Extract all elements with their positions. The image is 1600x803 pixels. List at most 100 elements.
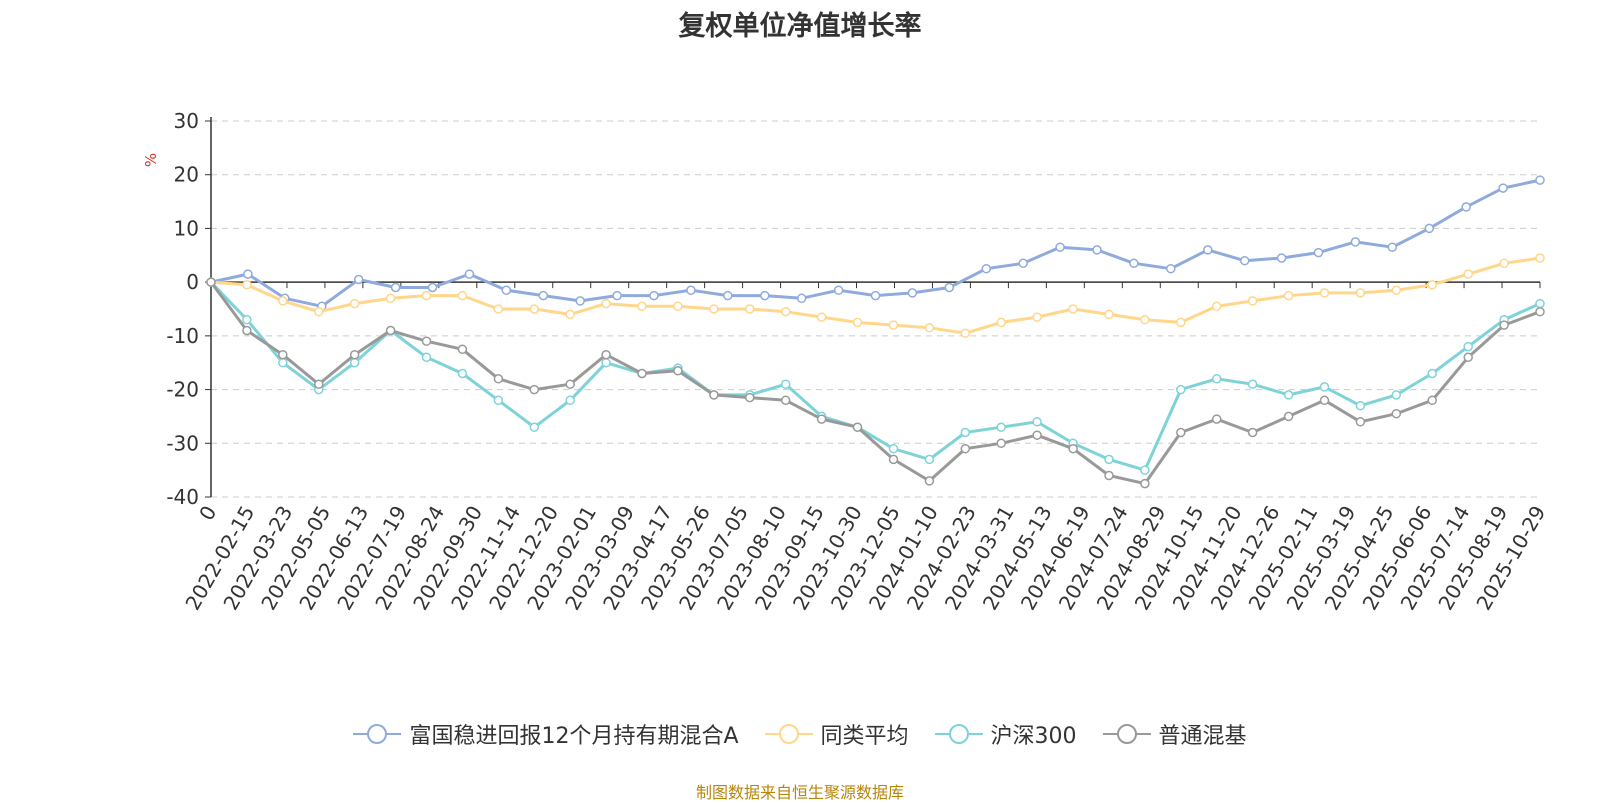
- data-point: [601, 349, 611, 360]
- data-point: [314, 379, 324, 389]
- data-point: [1319, 382, 1330, 392]
- data-point: [709, 304, 719, 314]
- data-point: [565, 395, 575, 406]
- data-point: [960, 443, 971, 454]
- data-point: [493, 374, 504, 384]
- data-point: [1424, 223, 1435, 234]
- data-point: [1247, 296, 1258, 306]
- data-point: [1239, 255, 1250, 266]
- data-point: [1535, 306, 1545, 317]
- data-point: [421, 336, 432, 346]
- data-point: [278, 296, 288, 306]
- data-point: [1276, 253, 1287, 263]
- data-point: [852, 422, 863, 432]
- y-tick-label: 30: [174, 109, 199, 133]
- data-point: [464, 269, 475, 279]
- data-point: [421, 352, 432, 363]
- data-point: [242, 314, 252, 325]
- data-point: [493, 395, 504, 406]
- legend-line-icon: [934, 724, 983, 744]
- data-point: [637, 301, 647, 312]
- data-point: [1203, 245, 1213, 255]
- data-point: [1499, 258, 1509, 269]
- data-point: [601, 357, 611, 368]
- data-point: [649, 290, 659, 301]
- data-point: [907, 288, 918, 298]
- y-tick-label: -30: [166, 431, 199, 455]
- data-point: [565, 309, 575, 320]
- data-point: [1535, 253, 1545, 263]
- data-point: [529, 422, 540, 432]
- data-point: [1068, 304, 1078, 314]
- data-point: [996, 438, 1006, 449]
- legend-item-peer-average[interactable]: 同类平均: [764, 718, 909, 750]
- y-tick-label: -10: [166, 324, 199, 348]
- data-point: [1018, 258, 1028, 269]
- legend-item-csi300[interactable]: 沪深300: [934, 718, 1077, 750]
- data-point: [1032, 312, 1042, 322]
- y-tick-label: 0: [186, 270, 199, 294]
- data-point: [1535, 175, 1545, 185]
- data-point: [709, 390, 719, 400]
- data-point: [1350, 237, 1361, 247]
- data-point: [575, 296, 585, 306]
- data-point: [529, 304, 540, 314]
- legend-item-mixed-fund[interactable]: 普通混基: [1102, 718, 1247, 750]
- data-point: [601, 298, 611, 309]
- data-point: [457, 290, 468, 301]
- series-layer: [206, 175, 1545, 489]
- data-point: [1211, 301, 1222, 312]
- data-point: [760, 290, 770, 301]
- data-point: [206, 277, 216, 287]
- data-point: [242, 280, 252, 290]
- data-point: [1247, 379, 1258, 389]
- y-tick-label: 10: [174, 216, 199, 240]
- data-point: [1176, 384, 1186, 395]
- data-point: [1140, 465, 1150, 475]
- data-point: [278, 349, 288, 360]
- data-point: [796, 293, 807, 304]
- data-point: [1313, 247, 1324, 258]
- legend-line-icon: [353, 724, 402, 744]
- data-point: [745, 304, 755, 314]
- data-point: [529, 384, 540, 395]
- data-point: [1032, 430, 1042, 440]
- legend-line-icon: [764, 724, 813, 744]
- data-point: [242, 325, 252, 336]
- data-point: [457, 344, 468, 355]
- data-point: [390, 282, 401, 293]
- series-line-3: [209, 281, 1541, 486]
- data-point: [1355, 288, 1366, 298]
- axis-layer: 3020100-10-20-30-4002022-02-152022-03-23…: [166, 109, 1550, 614]
- data-point: [944, 282, 955, 293]
- data-point: [1176, 427, 1186, 438]
- legend-item-fund[interactable]: 富国稳进回报12个月持有期混合A: [353, 718, 739, 750]
- data-point: [1499, 320, 1509, 330]
- legend-label-mixed-fund: 普通混基: [1158, 724, 1247, 749]
- data-point: [1427, 395, 1437, 406]
- data-point: [1211, 374, 1222, 384]
- data-point: [1283, 411, 1294, 422]
- data-point: [1463, 341, 1473, 352]
- data-point: [981, 263, 992, 274]
- data-point: [780, 395, 791, 406]
- data-point: [1463, 352, 1473, 363]
- data-point: [427, 282, 438, 293]
- data-point: [1427, 280, 1437, 290]
- data-point: [1166, 263, 1176, 274]
- x-tick-label: 0: [194, 502, 221, 525]
- legend-label-csi300: 沪深300: [990, 724, 1077, 749]
- series-line-2: [209, 281, 1541, 472]
- data-point: [1129, 258, 1139, 269]
- data-point: [673, 301, 683, 312]
- data-point: [780, 379, 791, 389]
- series-line-0: [210, 178, 1541, 308]
- data-point: [960, 427, 971, 438]
- legend-label-peer-average: 同类平均: [820, 724, 909, 749]
- data-point: [1032, 417, 1042, 427]
- data-point: [888, 443, 899, 454]
- y-tick-label: -40: [166, 485, 199, 509]
- data-point: [1211, 414, 1222, 424]
- data-point: [996, 422, 1006, 432]
- data-point: [637, 368, 647, 379]
